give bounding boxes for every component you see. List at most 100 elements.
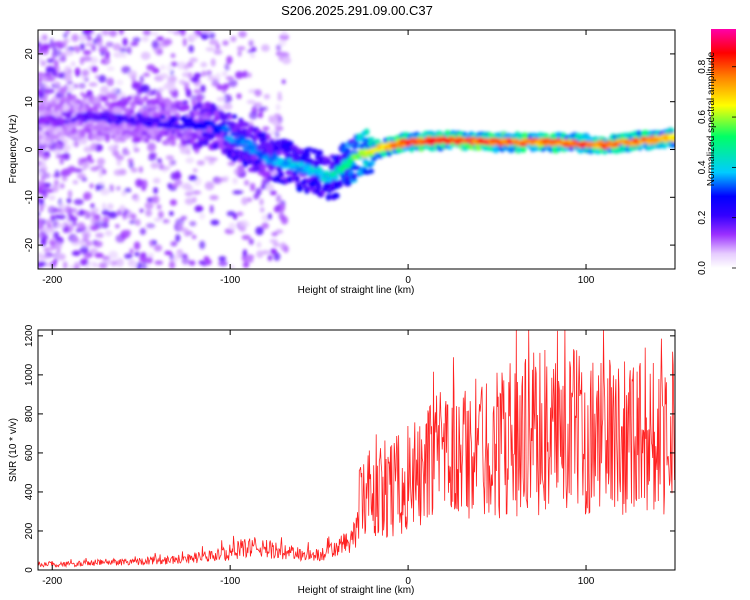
spectrogram-ridge-cell [670, 136, 675, 143]
spectrogram-cell [79, 246, 89, 255]
spectrogram-cell [38, 56, 43, 63]
spectrogram-cell [144, 138, 150, 143]
spectrogram-cell [146, 223, 156, 229]
spectrogram-cell [55, 240, 63, 250]
spectrogram-ridge-cell [231, 132, 239, 137]
spectrogram-cell [115, 258, 125, 267]
spectrogram-cell [170, 53, 176, 59]
spectrogram-cell [38, 204, 41, 212]
spectrogram-cell [305, 147, 313, 152]
spectrogram-ridge-cell [160, 114, 166, 120]
spectrogram-cell [208, 39, 219, 46]
spectrogram-ridge-cell [65, 114, 72, 120]
spectrogram-cell [180, 141, 188, 146]
spectrogram-cell [138, 166, 143, 174]
spectrogram-cell [122, 37, 128, 47]
spectrogram-cell [156, 204, 162, 210]
colorbar-gradient [711, 29, 736, 268]
spectrogram-cell [223, 102, 233, 111]
spectrogram-cell [232, 177, 238, 185]
spectrogram-cell [95, 184, 101, 192]
spectrogram-cell [104, 230, 113, 237]
spectrogram-cell [211, 79, 220, 87]
spectrogram-cell [98, 74, 107, 83]
spectrogram-cell [107, 203, 114, 211]
spectrogram-cell [147, 257, 153, 263]
spectrogram-cell [261, 250, 271, 255]
snr-xtick-label: -200 [42, 576, 62, 587]
spectrogram-ridge-cell [415, 138, 423, 142]
spectrogram-cell [56, 214, 66, 220]
spectrogram-cell [188, 44, 194, 53]
spectrogram-cell [81, 69, 90, 77]
spectrogram-cell [39, 138, 46, 145]
spectrogram-cell [68, 208, 78, 213]
spectrogram-cell [167, 30, 174, 34]
spectrogram-cell [274, 130, 280, 138]
snr-xtick-label: -100 [220, 576, 240, 587]
spectrogram-cell [107, 211, 118, 219]
spectrogram-cell [190, 76, 199, 83]
spectrogram-cell [162, 219, 170, 224]
spectrogram-cell [294, 175, 300, 182]
spectrogram-cell [222, 83, 230, 90]
spectrogram-cell [281, 30, 287, 37]
spectrogram-cell [72, 236, 80, 243]
spectrogram-cell [62, 226, 70, 234]
spectrogram-cell [156, 36, 164, 41]
spectrogram-cell [151, 31, 159, 36]
spectrogram-ridge-cell [140, 116, 147, 122]
spectrogram-cell [85, 42, 94, 47]
spectrogram-cell [52, 148, 62, 154]
spectrogram-cell [164, 250, 173, 256]
spectrogram-cell [102, 202, 107, 211]
spectrogram-cell [166, 64, 172, 72]
spectrogram-cell [267, 213, 272, 220]
spectrogram-cell [78, 82, 86, 89]
spectrogram-cell [188, 72, 193, 81]
spectrogram-cell [100, 59, 105, 64]
spectrogram-cell [170, 241, 178, 247]
spectrogram-cell [130, 41, 139, 47]
spectrogram-cell [315, 183, 322, 191]
spectrogram-cell [88, 82, 98, 87]
spectrogram-cell [191, 234, 197, 240]
spectrogram-cell [233, 168, 244, 176]
spectrogram-cell [143, 95, 149, 102]
spectrogram-cell [267, 254, 273, 261]
spectrogram-ytick-label: 20 [24, 48, 35, 60]
spectrogram-cell [305, 152, 311, 159]
spectrogram-cell [251, 46, 257, 53]
spectrogram-cell [40, 237, 47, 247]
spectrogram-cell [42, 133, 47, 138]
spectrogram-cell [196, 160, 205, 166]
spectrogram-cell [229, 264, 235, 269]
spectrogram-cell [71, 33, 79, 42]
spectrogram-cell [200, 61, 208, 68]
spectrogram-cell [43, 192, 49, 198]
spectrogram-cell [179, 30, 186, 36]
spectrogram-cell [61, 175, 68, 182]
spectrogram-cell [278, 211, 285, 221]
spectrogram-cell [255, 226, 264, 236]
spectrogram-cell [167, 76, 178, 82]
snr-ytick-label: 800 [24, 405, 35, 422]
spectrogram-cell [193, 89, 202, 94]
spectrogram-cell [115, 100, 123, 108]
spectrogram-cell [131, 81, 141, 89]
spectrogram-cell [142, 261, 147, 269]
spectrogram-cell [74, 67, 81, 76]
spectrogram-ridge-cell [44, 121, 51, 126]
spectrogram-cell [130, 213, 137, 220]
spectrogram-cell [172, 92, 177, 99]
spectrogram-cell [80, 241, 87, 248]
spectrogram-cell [114, 144, 119, 149]
spectrogram-cell [208, 160, 215, 165]
spectrogram-cell [38, 232, 44, 239]
spectrogram-cell [218, 256, 227, 262]
spectrogram-cell [281, 79, 286, 84]
spectrogram-cell [277, 91, 282, 99]
spectrogram-cell [151, 40, 159, 49]
